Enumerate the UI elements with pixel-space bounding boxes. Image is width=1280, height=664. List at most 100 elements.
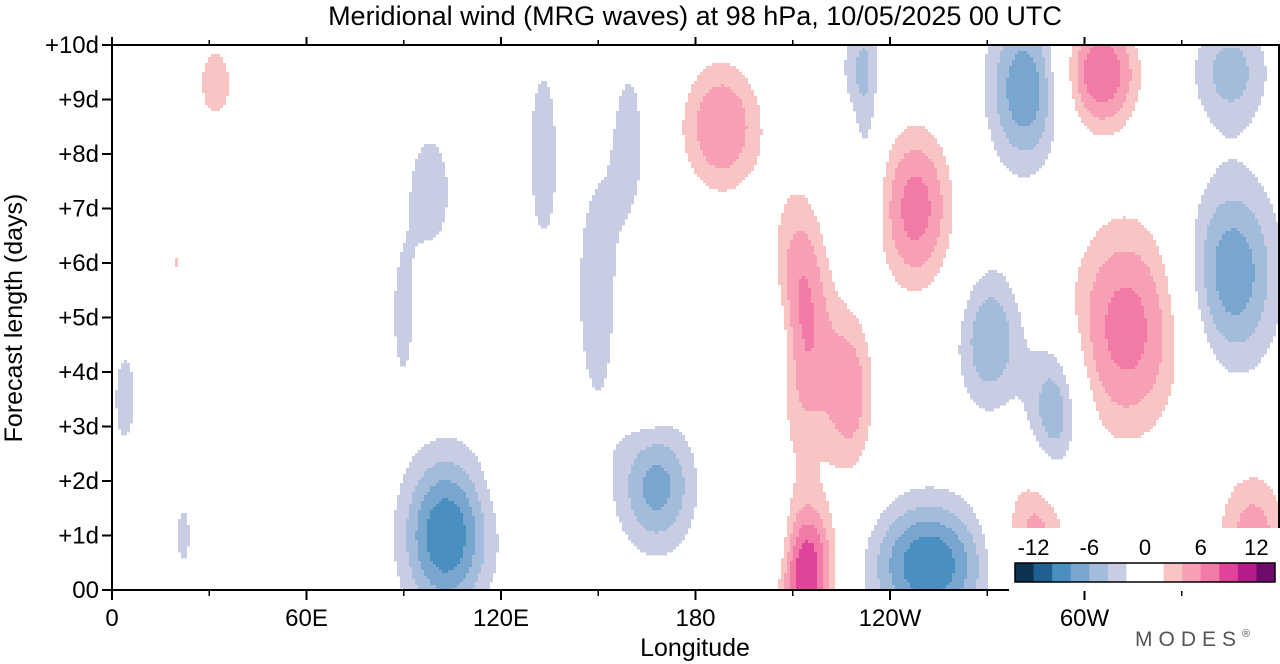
contour-cell — [532, 186, 556, 190]
contour-cell — [1093, 396, 1111, 400]
contour-cell — [997, 111, 1012, 115]
contour-cell — [1072, 123, 1084, 127]
contour-cell — [805, 348, 811, 352]
contour-cell — [1006, 96, 1039, 100]
contour-cell — [637, 294, 667, 298]
contour-cell — [952, 573, 967, 577]
contour-cell — [235, 303, 277, 307]
contour-cell — [958, 351, 973, 355]
contour-cell — [259, 528, 322, 532]
contour-cell — [931, 132, 952, 136]
contour-cell — [697, 132, 745, 136]
colorbar-swatch — [1256, 563, 1276, 582]
contour-cell — [1003, 534, 1012, 538]
contour-cell — [1063, 66, 1069, 70]
contour-cell — [1276, 495, 1279, 499]
contour-cell — [1090, 291, 1114, 295]
contour-cell — [715, 429, 730, 433]
contour-cell — [1117, 477, 1138, 481]
contour-cell — [829, 585, 835, 589]
contour-cell — [670, 156, 688, 160]
contour-cell — [1081, 264, 1102, 268]
contour-cell — [862, 384, 871, 388]
contour-cell — [415, 162, 445, 166]
contour-cell — [928, 195, 943, 199]
contour-cell — [1006, 93, 1039, 97]
contour-cell — [421, 504, 436, 508]
contour-cell — [1066, 48, 1072, 52]
contour-cell — [718, 189, 727, 193]
contour-cell — [685, 138, 697, 142]
contour-cell — [988, 270, 997, 274]
contour-cell — [1174, 336, 1186, 340]
contour-cell — [949, 237, 961, 241]
contour-cell — [1216, 327, 1255, 331]
contour-cell — [220, 357, 289, 361]
contour-cell — [889, 201, 901, 205]
contour-cell — [787, 414, 829, 418]
contour-cell — [883, 219, 892, 223]
contour-cell — [1207, 111, 1255, 115]
contour-cell — [1006, 366, 1063, 370]
contour-cell — [1036, 66, 1045, 70]
contour-cell — [1204, 192, 1267, 196]
contour-cell — [589, 207, 631, 211]
contour-cell — [1243, 510, 1264, 514]
contour-cell — [688, 156, 706, 160]
contour-cell — [535, 204, 553, 208]
contour-cell — [1204, 327, 1216, 331]
contour-cell — [1012, 513, 1033, 517]
contour-cell — [1195, 255, 1204, 259]
contour-cell — [715, 444, 730, 448]
contour-cell — [862, 372, 871, 376]
contour-cell — [1102, 384, 1153, 388]
contour-cell — [1105, 324, 1147, 328]
contour-cell — [898, 252, 931, 256]
contour-cell — [229, 93, 241, 97]
contour-cell — [790, 309, 799, 313]
contour-cell — [1222, 333, 1252, 337]
contour-cell — [532, 168, 556, 172]
y-tick-label: +8d — [58, 141, 99, 168]
contour-cell — [1084, 252, 1114, 256]
contour-cell — [793, 528, 799, 532]
contour-cell — [1246, 240, 1264, 244]
contour-cell — [412, 501, 421, 505]
contour-cell — [928, 129, 952, 133]
contour-cell — [1063, 246, 1087, 250]
contour-cell — [877, 564, 889, 568]
contour-cell — [901, 99, 931, 103]
contour-cell — [973, 345, 1009, 349]
contour-cell — [1126, 123, 1147, 127]
contour-cell — [778, 255, 787, 259]
contour-cell — [700, 105, 742, 109]
contour-cell — [484, 537, 499, 541]
contour-cell — [877, 180, 883, 184]
contour-cell — [1105, 261, 1144, 265]
contour-cell — [442, 498, 448, 502]
contour-cell — [256, 540, 325, 544]
contour-cell — [784, 546, 790, 550]
contour-cell — [295, 165, 319, 169]
contour-cell — [1009, 168, 1039, 172]
contour-cell — [844, 336, 865, 340]
contour-cell — [898, 516, 958, 520]
contour-cell — [418, 546, 427, 550]
contour-cell — [622, 93, 637, 97]
contour-cell — [895, 177, 910, 181]
contour-cell — [637, 345, 667, 349]
contour-cell — [304, 90, 307, 94]
contour-cell — [811, 243, 823, 247]
contour-cell — [850, 96, 874, 100]
contour-cell — [928, 225, 940, 229]
contour-cell — [682, 66, 706, 70]
contour-cell — [907, 288, 922, 292]
contour-cell — [943, 540, 961, 544]
contour-cell — [688, 159, 706, 163]
contour-cell — [784, 579, 790, 583]
contour-cell — [952, 201, 964, 205]
contour-cell — [796, 570, 817, 574]
contour-cell — [934, 249, 946, 253]
contour-cell — [814, 249, 826, 253]
contour-cell — [883, 243, 895, 247]
